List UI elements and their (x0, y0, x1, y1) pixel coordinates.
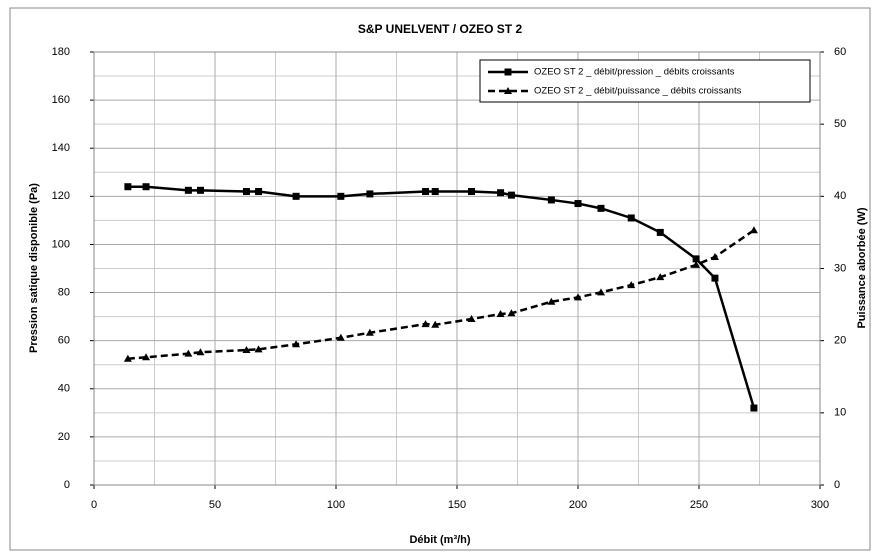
y-tick-label: 120 (52, 190, 70, 202)
marker (749, 226, 758, 234)
marker (507, 309, 516, 317)
marker (467, 315, 476, 323)
y-tick-label: 80 (58, 286, 70, 298)
marker (627, 214, 635, 222)
x-tick-label: 250 (690, 499, 708, 511)
x-tick-label: 150 (448, 499, 466, 511)
marker (710, 252, 719, 260)
y2-tick-label: 30 (834, 262, 846, 274)
y-tick-label: 0 (64, 479, 70, 491)
marker (336, 333, 345, 341)
marker (184, 186, 192, 194)
marker (142, 183, 150, 191)
marker (254, 345, 263, 353)
marker (421, 320, 430, 328)
x-axis-label: Débit (m³/h) (409, 534, 470, 546)
series-line (127, 185, 756, 409)
y2-tick-label: 40 (834, 190, 846, 202)
marker (292, 192, 300, 200)
marker (366, 190, 374, 198)
marker (574, 200, 582, 208)
y-tick-label: 40 (58, 383, 70, 395)
y2-tick-label: 60 (834, 46, 846, 58)
marker (123, 354, 132, 362)
plot-area (93, 51, 821, 486)
chart-title: S&P UNELVENT / OZEO ST 2 (358, 22, 523, 36)
y2-tick-label: 10 (834, 407, 846, 419)
x-tick-label: 100 (327, 499, 345, 511)
marker (750, 404, 758, 412)
marker (656, 273, 665, 281)
marker (255, 188, 263, 196)
marker (196, 348, 205, 356)
marker (196, 186, 204, 194)
marker (574, 293, 582, 301)
marker (242, 346, 251, 354)
marker (507, 191, 515, 199)
marker (431, 188, 439, 196)
marker (596, 288, 605, 296)
marker (142, 353, 151, 361)
marker (692, 260, 701, 268)
marker (365, 328, 374, 336)
marker (468, 188, 476, 196)
x-tick-label: 50 (209, 499, 221, 511)
y2-tick-label: 20 (834, 335, 846, 347)
marker (124, 183, 132, 191)
marker (337, 192, 345, 200)
marker (656, 228, 664, 236)
marker (597, 204, 605, 212)
marker (242, 188, 250, 196)
marker (627, 281, 636, 289)
y-tick-label: 140 (52, 142, 70, 154)
x-tick-label: 200 (569, 499, 587, 511)
marker (504, 87, 512, 94)
marker (711, 274, 719, 282)
x-tick-label: 0 (91, 499, 97, 511)
legend-box (479, 59, 811, 103)
marker (547, 196, 555, 204)
y2-axis-label: Puissance aborbée (W) (856, 207, 868, 328)
marker (184, 349, 193, 357)
marker (504, 68, 512, 76)
x-tick-label: 300 (811, 499, 829, 511)
marker (496, 309, 505, 317)
legend-label: OZEO ST 2 _ débit/puissance _ débits cro… (534, 86, 742, 97)
legend-label: OZEO ST 2 _ débit/pression _ débits croi… (534, 67, 735, 78)
y-axis-label: Pression satique disponible (Pa) (28, 183, 40, 353)
y-tick-label: 180 (52, 46, 70, 58)
marker (692, 255, 700, 263)
y-tick-label: 20 (58, 431, 70, 443)
marker (497, 189, 505, 197)
marker (547, 297, 556, 305)
y-tick-label: 160 (52, 94, 70, 106)
marker (431, 320, 440, 328)
marker (292, 340, 301, 348)
y-tick-label: 60 (58, 335, 70, 347)
marker (422, 188, 430, 196)
y2-tick-label: 0 (834, 479, 840, 491)
y2-tick-label: 50 (834, 118, 846, 130)
y-tick-label: 100 (52, 238, 70, 250)
